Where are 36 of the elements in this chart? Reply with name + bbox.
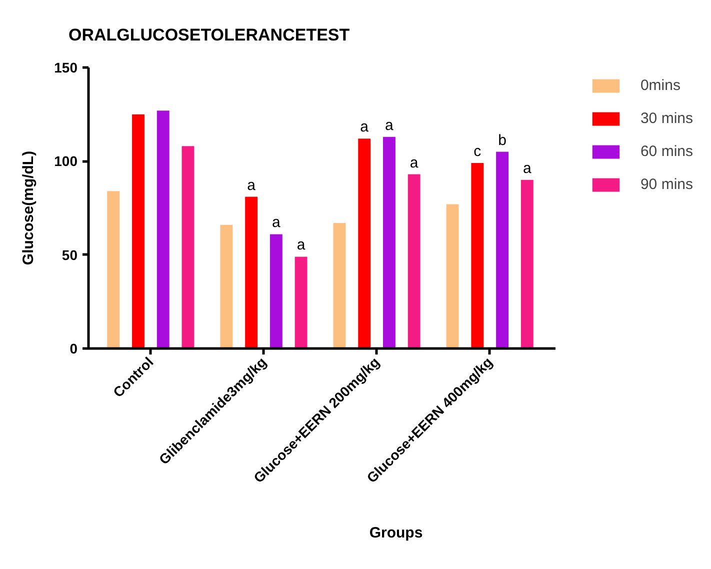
bar: [408, 174, 420, 348]
bar: [383, 136, 396, 348]
bar: [245, 196, 258, 348]
legend-label: 30 mins: [640, 110, 693, 127]
bar: [520, 180, 534, 348]
bar: [182, 146, 194, 348]
bar: [132, 114, 144, 348]
y-tick-label: 150: [54, 60, 78, 76]
data-label: a: [385, 116, 394, 134]
chart-title: ORALGLUCOSETOLERANCETEST: [68, 26, 350, 44]
bar: [220, 224, 233, 348]
legend-label: 0mins: [640, 77, 680, 94]
data-label: a: [522, 160, 532, 177]
bar: [358, 138, 371, 348]
data-label: a: [272, 214, 281, 232]
data-label: c: [474, 143, 482, 160]
y-tick-label: 0: [70, 340, 78, 356]
data-label: a: [247, 176, 256, 194]
bar: [107, 191, 120, 348]
bar: [333, 222, 346, 348]
bar: [294, 256, 308, 348]
data-label: a: [410, 154, 419, 172]
bar: [471, 163, 484, 348]
x-axis-title: Groups: [369, 524, 423, 542]
bar: [446, 204, 459, 348]
data-label: a: [360, 118, 370, 136]
bar: [270, 234, 282, 348]
y-tick-label: 100: [54, 153, 78, 170]
bar: [496, 152, 508, 348]
data-label: a: [296, 236, 306, 254]
y-tick-label: 50: [62, 246, 78, 263]
legend-label: 60 mins: [640, 143, 693, 160]
legend-label: 90 mins: [640, 176, 693, 193]
data-label: b: [498, 132, 506, 149]
bar: [156, 110, 170, 348]
y-axis-title: Glucose(mg/dL): [20, 150, 38, 266]
